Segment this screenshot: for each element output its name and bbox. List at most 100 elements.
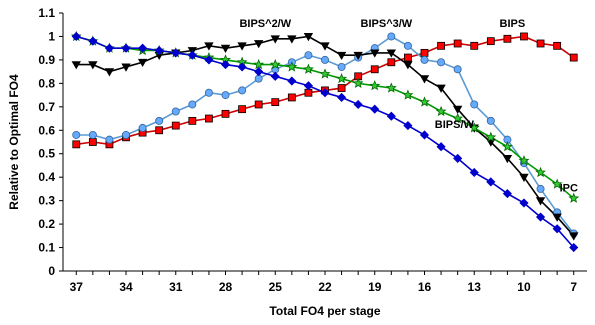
x-tick-label: 28 xyxy=(219,280,233,294)
data-point-bipsw xyxy=(270,71,280,81)
data-point-bips2w xyxy=(237,42,247,51)
data-point-bips2w xyxy=(303,33,314,42)
data-point-ipc xyxy=(452,112,463,124)
x-tick-label: 31 xyxy=(169,280,183,294)
data-point-bips2w xyxy=(370,49,380,58)
data-point-ipc xyxy=(302,63,314,74)
x-tick-label: 7 xyxy=(570,280,577,294)
data-point-bipsw xyxy=(121,43,131,53)
data-point-bips2w xyxy=(270,35,280,44)
data-point-bipsw xyxy=(469,167,479,178)
y-tick-label: 0.7 xyxy=(38,100,55,114)
data-point-bips2w xyxy=(137,58,148,68)
series-annotation: BIPS xyxy=(500,18,526,30)
data-point-bips xyxy=(271,98,280,107)
data-point-bips xyxy=(304,88,313,97)
data-point-bips2w xyxy=(71,61,81,70)
data-point-ipc xyxy=(319,68,331,79)
data-point-bips3w xyxy=(138,123,147,132)
series-lines-group xyxy=(76,35,575,249)
data-point-bips2w xyxy=(519,173,529,182)
data-point-bipsw xyxy=(486,177,496,187)
data-point-ipc xyxy=(352,77,364,88)
data-point-bipsw xyxy=(303,81,313,91)
data-point-ipc xyxy=(568,192,580,203)
data-point-bipsw xyxy=(453,153,463,163)
y-tick-label: 0 xyxy=(48,264,55,278)
x-tick-label: 34 xyxy=(119,280,133,294)
data-point-bips2w xyxy=(204,42,214,51)
data-point-bips3w xyxy=(171,107,180,116)
data-point-bips xyxy=(453,39,462,48)
data-point-bips xyxy=(171,121,180,130)
data-point-bips2w xyxy=(353,51,363,61)
data-point-bips3w xyxy=(72,130,81,139)
data-point-bipsw xyxy=(71,31,81,42)
data-point-bips xyxy=(155,126,164,135)
y-tick-label: 0.4 xyxy=(38,170,55,184)
data-point-bipsw xyxy=(370,104,380,114)
x-tick-label: 10 xyxy=(517,280,531,294)
y-tick-label: 0.1 xyxy=(38,241,55,255)
data-point-bips3w xyxy=(437,58,446,67)
data-point-bipsw xyxy=(419,130,430,140)
data-point-bips2w xyxy=(452,105,463,114)
series-markers-group xyxy=(70,30,580,253)
data-point-bips xyxy=(420,48,429,57)
x-tick-label: 37 xyxy=(70,280,84,294)
data-point-bipsw xyxy=(154,45,164,56)
data-point-bips3w xyxy=(470,100,479,109)
data-point-bips3w xyxy=(204,88,213,97)
data-point-bipsw xyxy=(386,111,396,121)
data-point-ipc xyxy=(253,58,265,70)
data-point-bipsw xyxy=(88,36,98,46)
data-point-bips3w xyxy=(88,130,97,139)
data-point-bips2w xyxy=(436,84,446,93)
data-point-bips xyxy=(238,105,246,114)
data-point-bips2w xyxy=(403,61,413,70)
y-tick-label: 0.5 xyxy=(38,147,55,161)
x-axis-title: Total FO4 per stage xyxy=(269,304,380,318)
data-point-bips3w xyxy=(105,135,114,144)
data-point-bips3w xyxy=(122,130,131,139)
data-point-bipsw xyxy=(536,212,546,222)
data-point-bips2w xyxy=(88,61,98,70)
data-point-bips2w xyxy=(253,40,264,49)
y-tick-label: 0.2 xyxy=(38,217,55,231)
data-point-bipsw xyxy=(254,67,264,77)
data-point-ipc xyxy=(269,58,281,70)
data-point-bips xyxy=(72,140,81,149)
data-point-bips xyxy=(520,32,528,41)
data-point-bips xyxy=(370,65,379,74)
data-point-ipc xyxy=(435,105,447,117)
data-point-bipsw xyxy=(353,99,363,110)
data-point-bips2w xyxy=(569,232,579,241)
data-point-bipsw xyxy=(104,43,114,53)
series-annotation: IPC xyxy=(560,182,578,194)
data-point-bips xyxy=(404,53,412,62)
data-point-bips2w xyxy=(552,213,562,222)
data-point-ipc xyxy=(501,141,513,152)
data-point-bipsw xyxy=(171,48,181,58)
data-point-bips xyxy=(188,116,197,125)
data-point-bips3w xyxy=(320,55,329,64)
x-tick-label: 16 xyxy=(418,280,432,294)
y-tick-label: 1.1 xyxy=(38,6,55,20)
series-line-bips2w xyxy=(76,35,575,237)
data-point-bipsw xyxy=(552,224,562,234)
data-point-bips3w xyxy=(403,41,412,50)
data-point-bips3w xyxy=(486,116,495,125)
data-point-bips2w xyxy=(287,35,297,44)
series-annotation: BIPS^3/W xyxy=(361,18,413,30)
data-point-bips2w xyxy=(336,51,347,61)
data-point-bips3w xyxy=(155,116,164,125)
data-point-bipsw xyxy=(187,50,197,60)
annotations-group: BIPS BIPS^3/W BIPS^2/W BIPS/W IPC xyxy=(239,18,578,194)
data-point-bips xyxy=(205,114,213,123)
x-tick-label: 19 xyxy=(368,280,382,294)
data-point-ipc xyxy=(518,155,530,166)
data-point-bips3w xyxy=(221,91,230,100)
data-point-ipc xyxy=(419,96,430,107)
